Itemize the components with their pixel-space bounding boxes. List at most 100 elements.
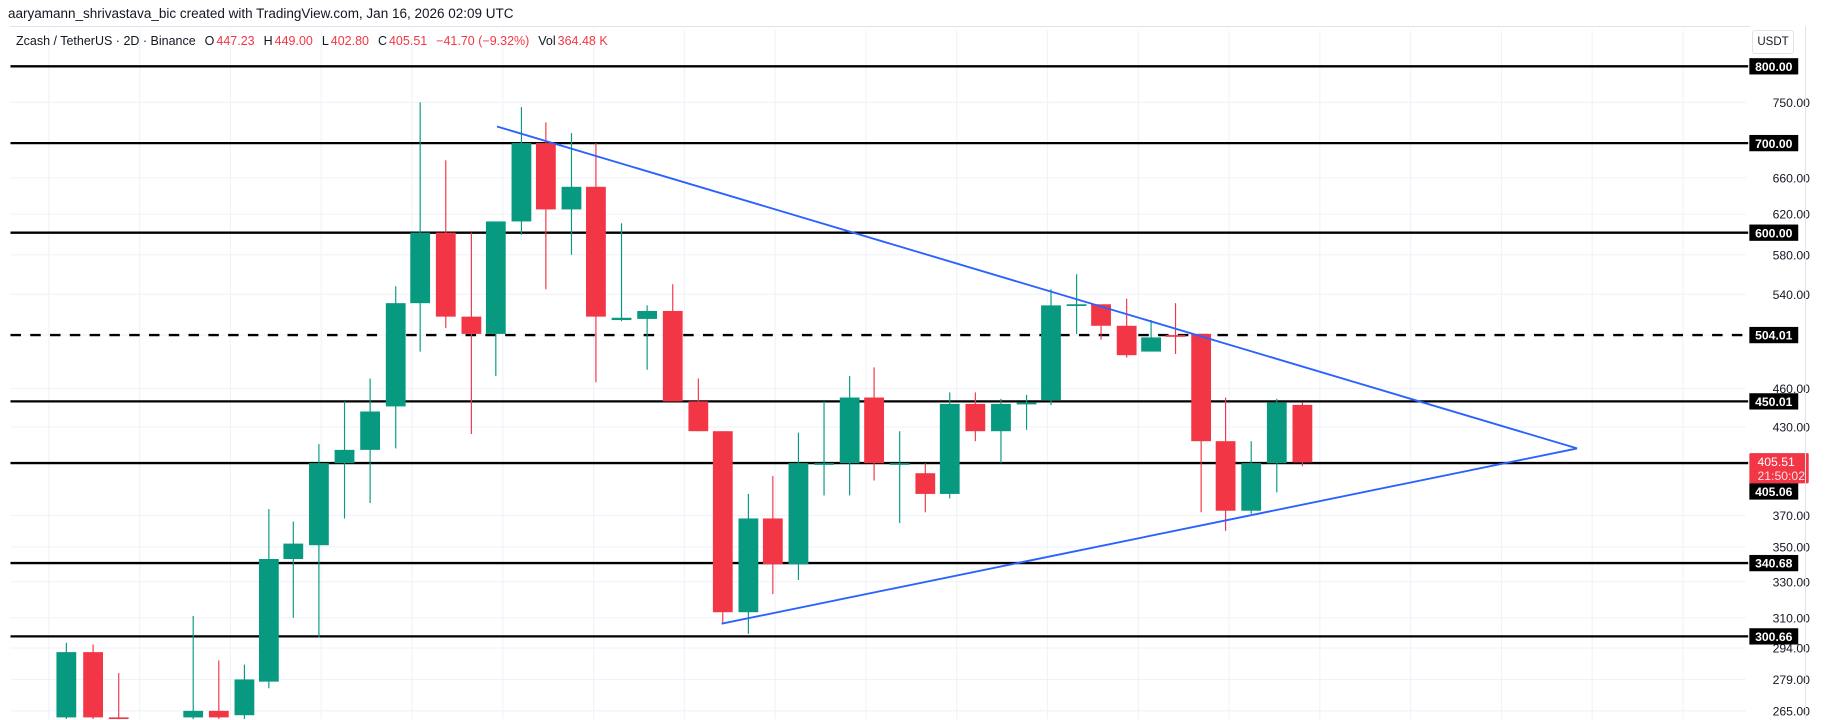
level-label-bg [1749,58,1799,75]
axis-tick: 620.00 [1773,208,1811,222]
candle [586,143,606,383]
low-value: 402.80 [330,34,369,48]
candle [183,615,204,719]
symbol-legend: Zcash / TetherUS · 2D · Binance O 447.23 … [16,34,610,48]
chart-credit: aaryamann_shrivastava_bic created with T… [8,6,514,21]
ascending-support[interactable] [721,447,1578,625]
axis-tick: 370.00 [1773,509,1811,523]
level-label-bg [1749,483,1799,500]
candle [939,392,960,499]
candle [1191,333,1212,513]
candles [56,102,1313,719]
candle [762,476,783,595]
level-label: 405.06 [1755,485,1793,499]
candle [1215,397,1236,531]
last-price: 405.51 [1757,455,1795,469]
descending-resistance[interactable] [496,125,1578,450]
close-label: C [377,34,387,48]
candle [1292,402,1313,467]
last-price-badge [1749,453,1809,484]
bar-countdown: 21:50:02 [1757,469,1805,483]
candle [889,431,910,524]
close-value: 405.51 [388,34,428,48]
level-label: 300.66 [1755,630,1793,644]
candle [334,401,355,519]
level-label: 450.01 [1755,395,1793,409]
open-value: 447.23 [216,34,255,48]
candle [1091,304,1111,340]
candle [712,431,733,624]
candle [83,644,104,719]
axis-tick: 430.00 [1773,421,1811,435]
axis-tick: 265.00 [1773,705,1811,719]
candle [1141,320,1161,352]
level-label-bg [1749,134,1799,152]
candle [108,673,129,719]
symbol-name[interactable]: Zcash / TetherUS · 2D · Binance [16,34,196,48]
candle [1241,441,1262,514]
candle [788,432,809,580]
candle [208,660,229,719]
trendlines[interactable] [496,125,1578,625]
axis-tick: 294.00 [1773,642,1811,656]
axis-tick: 540.00 [1773,288,1811,302]
candle [1266,398,1287,493]
candle [688,378,709,432]
level-label-bg [1749,554,1799,572]
candle [814,401,834,496]
candle [410,102,431,352]
level-label-bg [1749,628,1799,645]
level-label: 600.00 [1755,226,1793,240]
candle [385,286,406,449]
candle [1016,394,1037,430]
axis-tick: 580.00 [1773,248,1811,262]
high-value: 449.00 [274,34,313,48]
candle [511,107,532,235]
candle [435,160,456,329]
axis-tick: 310.00 [1773,611,1811,625]
candle [738,493,759,634]
low-label: L [321,34,329,48]
candle [360,378,381,504]
level-label-bg [1749,326,1799,344]
candle [1041,289,1061,406]
candle [965,392,986,442]
volume-label: Vol [538,34,556,48]
candle [485,221,506,376]
level-label: 340.68 [1755,557,1793,571]
candle [535,122,556,290]
candle [461,232,482,435]
candle [283,521,304,618]
axis-separator [1805,26,1806,719]
candle [56,642,77,719]
axis-tick: 330.00 [1773,575,1811,589]
candle [1116,298,1137,358]
candle [234,664,255,719]
candle [309,444,329,638]
change-value: −41.70 (−9.32%) [436,34,530,48]
open-label: O [204,34,215,48]
level-label-bg [1749,393,1799,410]
level-label-bg [1749,224,1799,241]
candle [991,398,1011,464]
volume-value: 364.48 K [557,34,608,48]
candle [561,133,582,255]
axis-tick: 660.00 [1773,172,1811,186]
axis-tick: 750.00 [1773,96,1811,110]
axis-tick: 279.00 [1773,673,1811,687]
price-axis[interactable]: 750.00 660.00 620.00 580.00 540.00 460.00 430.… [1749,58,1811,719]
horizontal-levels [10,65,1749,638]
level-label: 700.00 [1755,137,1793,151]
level-label: 800.00 [1755,60,1793,74]
currency-unit-button[interactable]: USDT [1752,30,1794,54]
chart-pane[interactable] [10,26,1750,720]
candle [662,284,683,402]
high-label: H [263,34,273,48]
level-label: 504.01 [1755,329,1793,343]
candle [258,509,279,689]
candle [637,305,658,370]
candle [1066,274,1087,334]
candle [864,367,884,481]
candle [915,463,936,513]
